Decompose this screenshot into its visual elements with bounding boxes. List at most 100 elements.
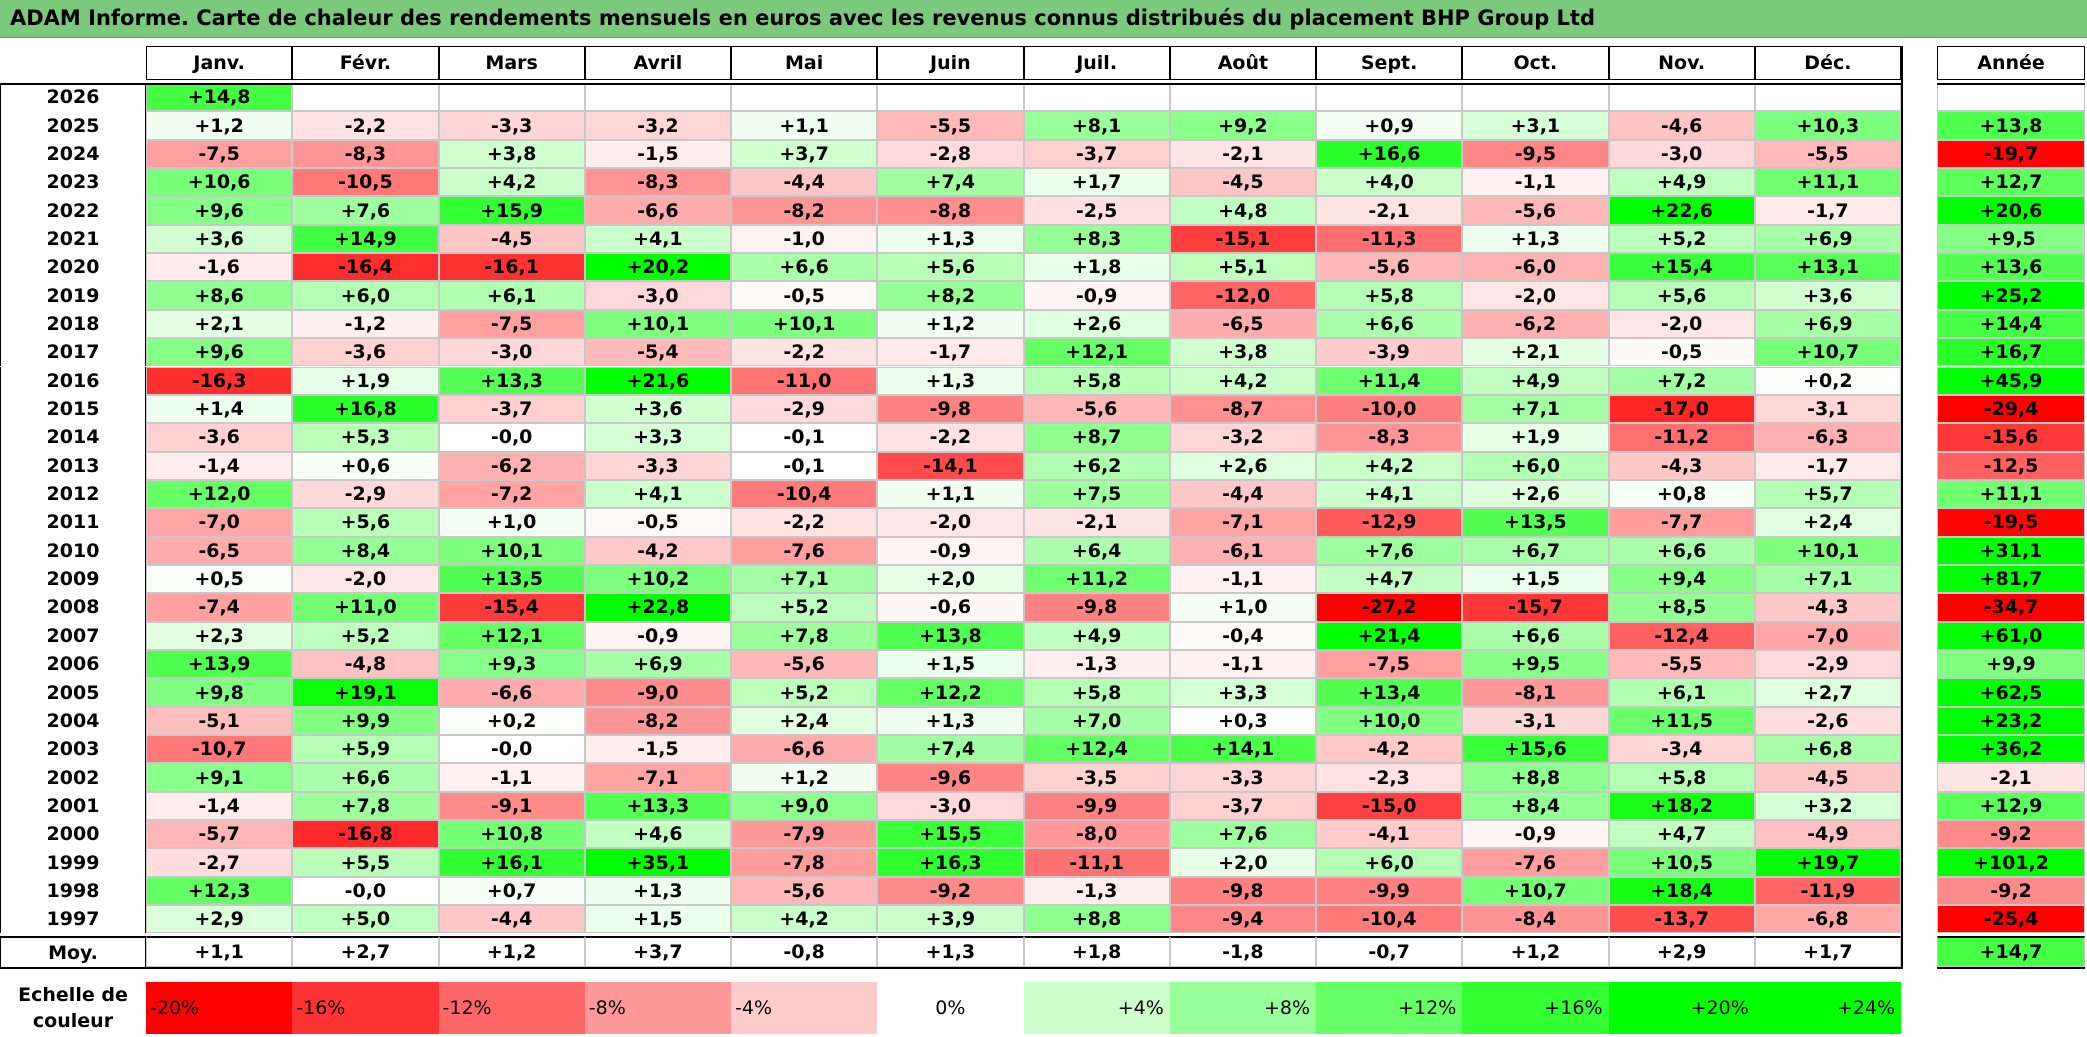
heatmap-cell: +7,0 (1023, 706, 1170, 736)
heatmap-cell: -9,4 (1169, 905, 1316, 934)
heatmap-cell: +4,2 (438, 168, 585, 197)
heatmap-cell: +8,8 (1023, 905, 1170, 934)
heatmap-cell: +2,6 (1023, 309, 1170, 339)
heatmap-cell: -12,4 (1608, 621, 1755, 650)
avg-cell: +3,7 (584, 936, 731, 967)
heatmap-cell: +6,7 (1462, 536, 1609, 565)
heatmap-cell: +9,8 (146, 678, 293, 707)
heatmap-cell: +15,6 (1462, 735, 1609, 764)
heatmap-cell: +4,9 (1608, 168, 1755, 197)
heatmap-cell: +6,1 (438, 281, 585, 310)
heatmap-cell (438, 83, 585, 112)
heatmap-cell: +4,9 (1462, 366, 1609, 395)
heatmap-cell: -5,5 (1754, 139, 1901, 169)
heatmap-cell: -2,7 (146, 848, 293, 877)
heatmap-cell: -0,1 (731, 423, 878, 452)
heatmap-cell: +2,4 (731, 706, 878, 736)
color-scale-swatch: -4% (731, 982, 878, 1034)
year-label: 2001 (0, 791, 146, 821)
heatmap-cell: -8,2 (731, 196, 878, 225)
heatmap-cell: +18,2 (1608, 791, 1755, 821)
month-header: Nov. (1608, 46, 1755, 80)
heatmap-cell: -3,0 (584, 281, 731, 310)
heatmap-cell: -8,8 (877, 196, 1024, 225)
heatmap-cell: +11,1 (1754, 168, 1901, 197)
heatmap-cell: +4,7 (1608, 820, 1755, 849)
heatmap-cell: -17,0 (1608, 394, 1755, 424)
heatmap-cell: +7,1 (1462, 394, 1609, 424)
heatmap-cell: +12,0 (146, 479, 293, 509)
heatmap-cell: -15,0 (1316, 791, 1463, 821)
heatmap-cell: +6,9 (584, 650, 731, 679)
heatmap-cell: -6,0 (1462, 253, 1609, 282)
heatmap-cell: +7,4 (877, 168, 1024, 197)
heatmap-cell: +7,2 (1608, 366, 1755, 395)
heatmap-cell: +11,0 (292, 593, 439, 622)
annual-cell: +12,7 (1937, 168, 2085, 197)
color-scale-swatch: +8% (1169, 982, 1316, 1034)
heatmap-cell: +6,0 (1316, 848, 1463, 877)
heatmap-cell: -1,1 (438, 763, 585, 792)
heatmap-cell: +1,7 (1023, 168, 1170, 197)
color-scale-swatch: -16% (292, 982, 439, 1034)
heatmap-cell: +6,0 (292, 281, 439, 310)
avg-label: Moy. (0, 936, 146, 967)
heatmap-cell: -4,4 (731, 168, 878, 197)
heatmap-cell: +5,9 (292, 735, 439, 764)
heatmap-cell: -16,8 (292, 820, 439, 849)
heatmap-cell: +6,2 (1023, 451, 1170, 480)
heatmap-cell: +15,9 (438, 196, 585, 225)
heatmap-cell: +10,1 (438, 536, 585, 565)
month-header: Déc. (1754, 46, 1901, 80)
annual-cell: -19,7 (1937, 139, 2085, 169)
heatmap-cell: -1,4 (146, 451, 293, 480)
heatmap-cell: -7,5 (146, 139, 293, 169)
heatmap-cell: -9,1 (438, 791, 585, 821)
heatmap-cell: +13,9 (146, 650, 293, 679)
heatmap-cell: -0,4 (1169, 621, 1316, 650)
heatmap-cell: +10,1 (731, 309, 878, 339)
heatmap-cell: -9,2 (877, 876, 1024, 906)
heatmap-cell: -5,1 (146, 706, 293, 736)
year-label: 2005 (0, 678, 146, 707)
heatmap-cell: +9,0 (731, 791, 878, 821)
heatmap-cell: -10,5 (292, 168, 439, 197)
heatmap-cell: -1,5 (584, 735, 731, 764)
heatmap-cell: +10,1 (584, 309, 731, 339)
heatmap-cell: -5,6 (1023, 394, 1170, 424)
heatmap-cell (584, 83, 731, 112)
month-header: Oct. (1462, 46, 1609, 80)
month-header: Mars (438, 46, 585, 80)
heatmap-cell: -0,5 (731, 281, 878, 310)
annual-cell: +45,9 (1937, 366, 2085, 395)
heatmap-cell: -7,6 (1462, 848, 1609, 877)
heatmap-cell: +2,1 (146, 309, 293, 339)
color-scale-swatch: +24% (1754, 982, 1901, 1034)
year-label: 2002 (0, 763, 146, 792)
heatmap-cell: -16,3 (146, 366, 293, 395)
avg-cell: +2,7 (292, 936, 439, 967)
heatmap-cell: -1,1 (1462, 168, 1609, 197)
heatmap-cell: -7,0 (1754, 621, 1901, 650)
heatmap-cell: -5,4 (584, 338, 731, 367)
heatmap-cell: +2,3 (146, 621, 293, 650)
heatmap-cell: +2,6 (1169, 451, 1316, 480)
heatmap-cell (1608, 83, 1755, 112)
heatmap-cell: +9,2 (1169, 111, 1316, 140)
heatmap-cell: +13,3 (438, 366, 585, 395)
annual-cell: -25,4 (1937, 905, 2085, 934)
avg-cell: +2,9 (1608, 936, 1755, 967)
year-label: 2023 (0, 168, 146, 197)
heatmap-cell: -4,2 (1316, 735, 1463, 764)
annual-cell: -12,5 (1937, 451, 2085, 480)
year-label: 2012 (0, 479, 146, 509)
heatmap-cell: +9,9 (292, 706, 439, 736)
heatmap-cell: +1,8 (1023, 253, 1170, 282)
heatmap-cell: +1,4 (146, 394, 293, 424)
heatmap-cell: +9,4 (1608, 564, 1755, 594)
heatmap-cell: -16,1 (438, 253, 585, 282)
heatmap-cell: -4,9 (1754, 820, 1901, 849)
avg-annual-cell: +14,7 (1937, 936, 2085, 967)
heatmap-cell: -3,0 (1608, 139, 1755, 169)
